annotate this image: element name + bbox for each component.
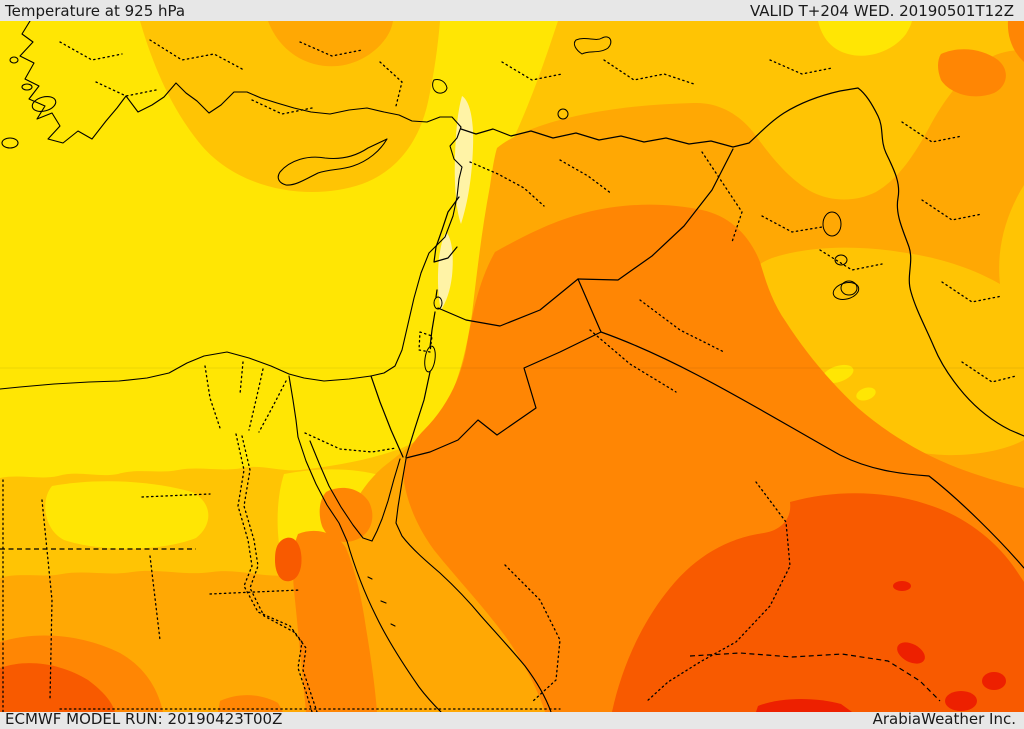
admin-iran-4: [961, 361, 1017, 383]
region-yellow-egypt-west: [45, 481, 209, 549]
gulf-of-suez-west-shore: [297, 436, 348, 542]
region-red-spot-1: [893, 581, 911, 591]
model-run-label: ECMWF MODEL RUN: 20190423T00Z: [5, 712, 283, 728]
euphrates-reservoir: [573, 36, 612, 55]
border-syria-iraq: [577, 148, 734, 281]
admin-syria-2: [559, 159, 613, 195]
region-yellow-wedge-ne: [818, 21, 912, 56]
region-deep-coast-spot: [275, 537, 302, 582]
region-red-spot-2: [897, 642, 925, 664]
admin-turkey-7: [501, 61, 563, 81]
admin-sinai: [304, 432, 397, 453]
region-orange-eastern-desert: [292, 530, 377, 712]
admin-delta-3: [248, 368, 264, 431]
admin-turkey-5: [251, 99, 313, 115]
lake-tuz: [432, 79, 448, 94]
border-egypt-israel: [370, 375, 404, 458]
dead-sea: [424, 345, 436, 373]
region-orange-bottom-spot: [218, 695, 283, 712]
admin-turkey-1: [59, 41, 123, 61]
header-bar: Temperature at 925 hPa VALID T+204 WED. …: [0, 0, 1024, 21]
region-red-spot-3: [982, 672, 1006, 690]
sea-of-galilee: [433, 296, 443, 310]
admin-saudi-2: [645, 481, 791, 703]
nile-valley-east: [241, 435, 318, 713]
admin-saudi-1: [504, 564, 561, 703]
lake-hazar: [557, 108, 569, 120]
region-yellow-patch-saudi-1: [822, 364, 854, 384]
redsea-islands: [367, 576, 396, 627]
region-pale-lebanon-strip: [454, 96, 474, 224]
nile-valley-west: [235, 433, 313, 713]
lake-razzaza: [832, 282, 860, 300]
cyprus-island: [277, 138, 388, 186]
region-pale-golan-strip: [437, 232, 453, 310]
border-jordan-valley: [405, 289, 438, 458]
aegean-island-1: [31, 96, 57, 112]
coastlines: [0, 20, 552, 713]
lakes: [424, 36, 860, 373]
border-iraq-saudi: [600, 331, 1024, 569]
region-red-bottom-strip: [756, 698, 852, 712]
country-borders: [370, 87, 1024, 569]
admin-egypt-west-3: [149, 555, 161, 641]
admin-delta-4: [258, 380, 287, 433]
region-red-spot-4: [945, 691, 977, 711]
region-yellow-patch-saudi-2: [856, 387, 876, 401]
border-jordan-iraq: [577, 278, 602, 333]
aegean-island-3: [21, 83, 33, 91]
admin-egypt-west-2: [141, 493, 211, 498]
admin-delta-2: [239, 361, 244, 395]
footer-bar: ECMWF MODEL RUN: 20190423T00Z ArabiaWeat…: [0, 712, 1024, 729]
redsea-west-coastline: [346, 540, 442, 713]
region-orange-ne-corner: [1007, 21, 1024, 62]
admin-egypt-west-1: [41, 499, 53, 701]
admin-turkey-4: [95, 81, 157, 97]
admin-turkey-6: [379, 61, 403, 107]
iran-lake-3: [840, 280, 858, 296]
admin-iraq-2: [761, 215, 823, 233]
temperature-field: [0, 21, 1024, 712]
aegean-island-4: [9, 56, 19, 64]
admin-iraq-1: [701, 151, 743, 243]
aegean-island-2: [1, 137, 19, 149]
gulf-of-aqaba-east-shore: [395, 458, 552, 713]
gulf-of-aqaba-west-shore: [371, 458, 401, 542]
admin-turkey-8: [603, 59, 695, 85]
iran-lake-2: [834, 254, 848, 266]
admin-delta-1: [204, 365, 221, 429]
admin-syria-1: [469, 161, 545, 207]
suez-canal: [288, 375, 299, 438]
border-turkey-syria-iraq-iran: [460, 87, 1024, 437]
valid-time-label: VALID T+204 WED. 20190501T12Z: [749, 2, 1014, 20]
region-deep-sw-core: [0, 663, 115, 712]
admin-egypt-west-4: [209, 589, 301, 595]
admin-westbank: [418, 331, 433, 353]
border-jordan-saudi: [405, 331, 602, 459]
admin-turkey-3: [299, 41, 363, 57]
branding-label: ArabiaWeather Inc.: [872, 712, 1016, 728]
admin-iraq-3: [639, 299, 725, 353]
page-title: Temperature at 925 hPa: [5, 2, 186, 20]
iran-lake-1: [822, 211, 842, 237]
region-amber-anatolia-core: [268, 21, 393, 67]
border-syria-jordan: [437, 278, 579, 327]
border-syria-lebanon: [433, 196, 460, 263]
admin-iraq-4: [819, 249, 883, 271]
gulf-of-suez-east-shore: [309, 440, 373, 542]
region-orange-ne-patch: [938, 49, 1006, 97]
admin-turkey-9: [769, 59, 833, 75]
admin-turkey-2: [149, 39, 245, 71]
admin-borders: [0, 39, 1017, 713]
mediterranean-coastline: [0, 20, 463, 390]
admin-saudi-3: [589, 329, 677, 393]
